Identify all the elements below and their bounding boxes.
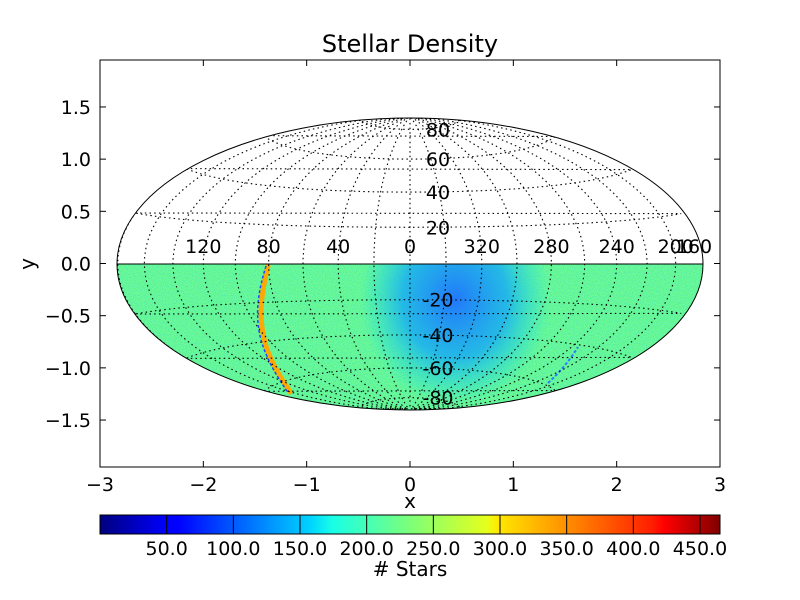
x-tick-label: −1 bbox=[293, 474, 321, 496]
meridian-line bbox=[409, 118, 552, 410]
colorbar-ticks: 50.0 100.0 150.0 200.0 250.0 300.0 350.0 400.0 4… bbox=[146, 515, 727, 560]
latitude-label: -40 bbox=[422, 325, 453, 347]
longitude-label: 160 bbox=[676, 236, 712, 258]
colorbar-tick-label: 400.0 bbox=[606, 538, 660, 560]
colorbar-tick-label: 450.0 bbox=[673, 538, 727, 560]
colorbar-label: # Stars bbox=[373, 557, 448, 581]
x-tick-label: −2 bbox=[189, 474, 217, 496]
parallel-line bbox=[185, 334, 632, 359]
longitude-label: 200 bbox=[658, 236, 694, 258]
parallel-line bbox=[135, 212, 682, 228]
latitude-labels: 80 60 40 20 -20 -40 -60 -80 bbox=[422, 119, 453, 409]
latitude-label: -60 bbox=[422, 358, 453, 380]
longitude-label: 0 bbox=[404, 236, 416, 258]
x-axis: −3 −2 −1 0 1 2 3 bbox=[86, 60, 726, 496]
colorbar-tick-label: 250.0 bbox=[406, 538, 460, 560]
meridian-line bbox=[268, 118, 411, 410]
y-tick-label: 1.0 bbox=[61, 149, 91, 171]
meridian-line bbox=[409, 118, 447, 410]
longitude-label: 280 bbox=[533, 236, 569, 258]
latitude-label: 60 bbox=[426, 149, 450, 171]
parallel-line bbox=[263, 135, 557, 160]
longitude-label: 320 bbox=[464, 236, 500, 258]
colorbar-tick-label: 350.0 bbox=[539, 538, 593, 560]
latitude-label: 80 bbox=[426, 119, 450, 141]
y-tick-label: −1.5 bbox=[45, 410, 91, 432]
x-tick-label: 1 bbox=[507, 474, 519, 496]
longitude-labels: 200 240 280 320 0 40 80 120 160 bbox=[185, 236, 712, 258]
map-boundary bbox=[116, 117, 704, 411]
latitude-label: 40 bbox=[426, 182, 450, 204]
meridian-line bbox=[373, 118, 411, 410]
x-tick-label: 0 bbox=[404, 474, 416, 496]
x-tick-label: 2 bbox=[611, 474, 623, 496]
colorbar-gradient bbox=[99, 514, 721, 535]
longitude-label: 240 bbox=[599, 236, 635, 258]
colorbar-tick-label: 300.0 bbox=[473, 538, 527, 560]
y-tick-label: 1.5 bbox=[61, 97, 91, 119]
colorbar-tick-label: 50.0 bbox=[146, 538, 188, 560]
longitude-label: 80 bbox=[257, 236, 281, 258]
meridian-line bbox=[234, 118, 411, 410]
latitude-label: -20 bbox=[422, 290, 453, 312]
y-tick-label: 0.0 bbox=[61, 254, 91, 276]
colorbar-tick-label: 150.0 bbox=[273, 538, 327, 560]
x-tick-label: −3 bbox=[86, 474, 114, 496]
y-axis: −1.5 −1.0 −0.5 0.0 0.5 1.0 1.5 bbox=[45, 97, 720, 432]
y-tick-label: −0.5 bbox=[45, 306, 91, 328]
x-tick-label: 3 bbox=[714, 474, 726, 496]
y-tick-label: −1.0 bbox=[45, 358, 91, 380]
dense-stellar-stream bbox=[258, 264, 293, 395]
latitude-label: -80 bbox=[422, 388, 453, 410]
chart-title: Stellar Density bbox=[322, 30, 498, 58]
y-axis-label: y bbox=[15, 258, 39, 270]
meridian-line bbox=[409, 118, 586, 410]
y-tick-label: 0.5 bbox=[61, 201, 91, 223]
x-axis-label: x bbox=[404, 489, 416, 513]
low-density-region bbox=[360, 264, 550, 405]
latitude-label: 20 bbox=[426, 217, 450, 239]
longitude-label: 120 bbox=[185, 236, 221, 258]
colorbar: 50.0 100.0 150.0 200.0 250.0 300.0 350.0 400.0 4… bbox=[99, 514, 727, 581]
longitude-label: 40 bbox=[326, 236, 350, 258]
colorbar-tick-label: 200.0 bbox=[339, 538, 393, 560]
colorbar-tick-label: 100.0 bbox=[206, 538, 260, 560]
